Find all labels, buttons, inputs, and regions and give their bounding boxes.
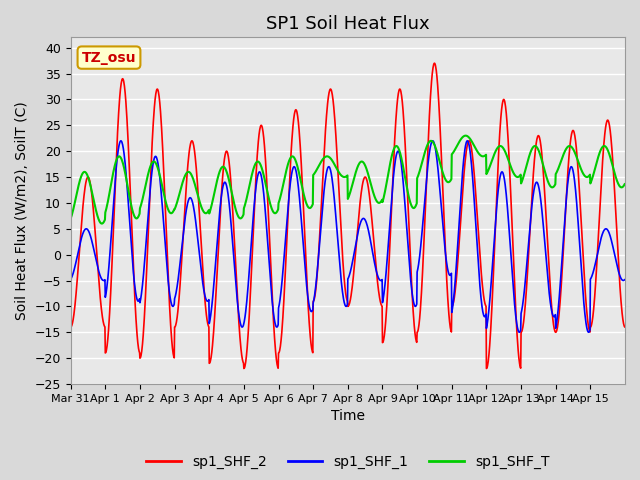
sp1_SHF_1 (614, 267, 622, 273)
Line: sp1_SHF_1: sp1_SHF_1 (70, 141, 625, 332)
sp1_SHF_T (323, 154, 331, 159)
sp1_SHF_1 (333, 228, 341, 234)
sp1_SHF_2 (333, 158, 341, 164)
sp1_SHF_2 (154, 86, 161, 92)
sp1_SHF_2 (323, 108, 331, 114)
sp1_SHF_T (67, 216, 74, 222)
sp1_SHF_T (333, 167, 341, 173)
X-axis label: Time: Time (331, 409, 365, 423)
sp1_SHF_1 (429, 138, 436, 144)
sp1_SHF_T (614, 180, 622, 186)
sp1_SHF_1 (560, 226, 568, 232)
sp1_SHF_1 (154, 157, 161, 163)
sp1_SHF_2 (479, 287, 486, 292)
Line: sp1_SHF_2: sp1_SHF_2 (70, 63, 625, 369)
sp1_SHF_2 (431, 60, 438, 66)
sp1_SHF_2 (621, 324, 628, 330)
sp1_SHF_2 (67, 324, 74, 330)
Y-axis label: Soil Heat Flux (W/m2), SoilT (C): Soil Heat Flux (W/m2), SoilT (C) (15, 101, 29, 320)
Line: sp1_SHF_T: sp1_SHF_T (70, 136, 625, 224)
sp1_SHF_T (154, 165, 161, 170)
sp1_SHF_T (560, 150, 568, 156)
Text: TZ_osu: TZ_osu (82, 50, 136, 65)
Legend: sp1_SHF_2, sp1_SHF_1, sp1_SHF_T: sp1_SHF_2, sp1_SHF_1, sp1_SHF_T (141, 449, 555, 474)
sp1_SHF_1 (479, 307, 486, 312)
sp1_SHF_1 (67, 276, 74, 282)
sp1_SHF_1 (621, 277, 628, 283)
sp1_SHF_2 (560, 235, 568, 241)
sp1_SHF_2 (240, 366, 248, 372)
sp1_SHF_T (479, 154, 486, 159)
sp1_SHF_1 (323, 169, 330, 175)
sp1_SHF_2 (614, 254, 622, 260)
sp1_SHF_T (98, 221, 106, 227)
sp1_SHF_1 (515, 329, 523, 335)
sp1_SHF_T (621, 181, 628, 187)
Title: SP1 Soil Heat Flux: SP1 Soil Heat Flux (266, 15, 429, 33)
sp1_SHF_T (461, 133, 469, 139)
